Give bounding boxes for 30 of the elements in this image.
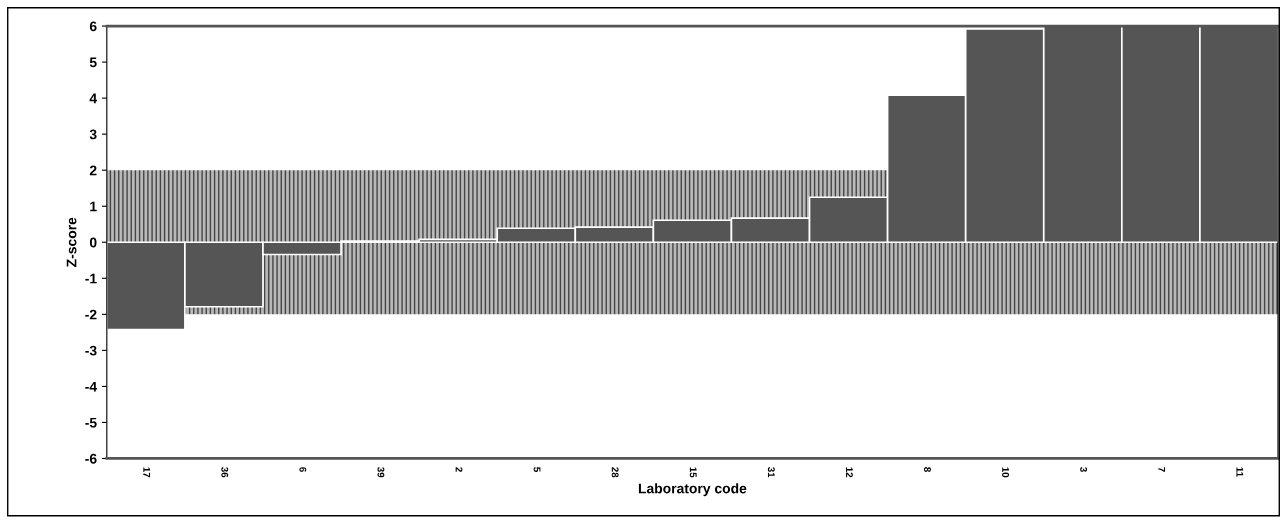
y-tick-label: -1 <box>85 273 97 284</box>
y-axis-title: Z-score <box>66 217 77 267</box>
x-tick-label: 7 <box>1158 467 1166 472</box>
x-tick-label: 17 <box>143 467 151 478</box>
x-tick-label: 5 <box>533 467 541 472</box>
x-tick-label: 39 <box>377 467 385 478</box>
x-tick-label: 28 <box>611 467 619 478</box>
y-tick-label: -4 <box>85 381 98 392</box>
x-tick-label: 8 <box>924 467 931 472</box>
y-tick-label: 3 <box>89 129 97 140</box>
y-tick-label: -6 <box>85 453 97 464</box>
y-tick-label: -3 <box>85 345 97 356</box>
x-tick-label: 11 <box>1236 467 1244 477</box>
x-tick-label: 31 <box>767 467 775 478</box>
x-tick-label: 3 <box>1080 467 1088 472</box>
x-tick-label: 6 <box>299 467 307 472</box>
y-tick-label: 2 <box>89 165 97 176</box>
x-tick-label: 15 <box>689 467 697 478</box>
x-tick-label: 2 <box>455 467 463 472</box>
x-tick-label: 36 <box>221 467 229 478</box>
y-tick-label: -5 <box>85 417 97 428</box>
y-tick-label: 4 <box>89 93 98 104</box>
y-tick-label: -2 <box>85 309 97 320</box>
x-tick-label: 10 <box>1002 467 1009 478</box>
y-tick-label: 1 <box>90 201 97 212</box>
x-axis-title: Laboratory code <box>638 483 747 497</box>
x-tick-label: 12 <box>846 467 853 478</box>
y-tick-label: 0 <box>89 237 97 248</box>
y-tick-label: 6 <box>89 21 97 32</box>
y-tick-label: 5 <box>89 57 97 68</box>
